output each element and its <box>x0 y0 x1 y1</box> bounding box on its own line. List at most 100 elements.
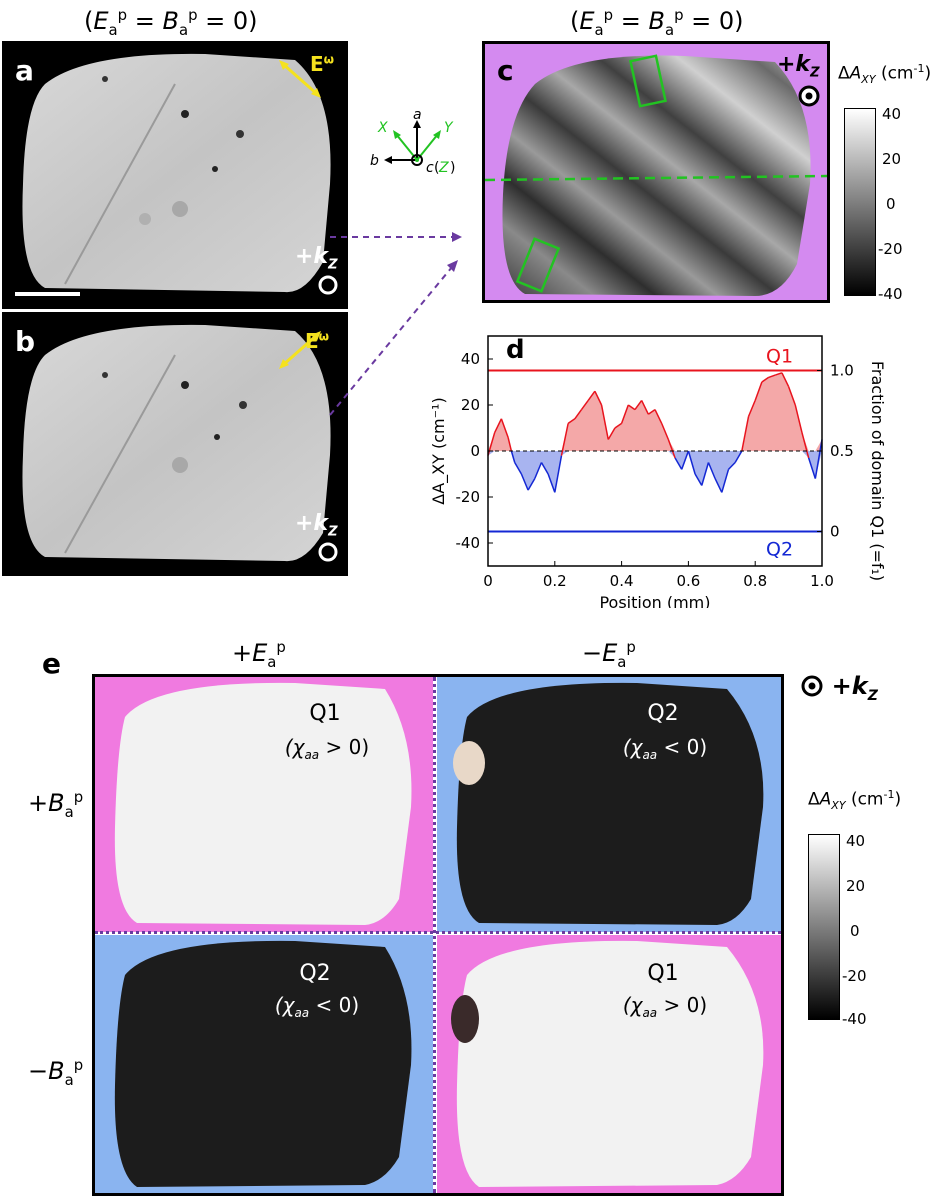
series-segment <box>567 418 576 425</box>
series-segment <box>654 409 663 424</box>
x-tick-label: 0 <box>483 572 493 590</box>
series-segment <box>580 399 589 411</box>
sample-q2 <box>453 682 764 925</box>
series-segment <box>674 457 683 470</box>
scale-bar <box>15 292 80 296</box>
series-segment <box>607 427 616 440</box>
panel-link-arrows <box>329 232 462 416</box>
axis-a-label: a <box>413 110 422 123</box>
negative-area-fill <box>488 451 822 493</box>
series-segment <box>600 404 609 440</box>
panel-c-image: c +kZ <box>482 41 830 303</box>
y-tick-label: -20 <box>456 488 481 506</box>
panel-letter: e <box>42 647 61 680</box>
panel-c-sample <box>485 54 827 296</box>
panel-e-kz-label: +kZ <box>800 672 878 704</box>
y2-tick-label: 0.5 <box>830 442 854 460</box>
axis-b-label: b <box>370 153 379 169</box>
panel-letter: a <box>15 54 34 87</box>
grid-cell-q2: Q2 (χaa < 0) <box>437 677 781 932</box>
series-segment <box>761 376 769 383</box>
condition-label-right: (Eap = Bap = 0) <box>570 6 744 39</box>
series-segment <box>554 455 563 493</box>
series-segment <box>694 473 703 486</box>
x-tick-label: 0.2 <box>543 572 567 590</box>
row-header-minus-b: −Bap <box>28 1056 84 1089</box>
series-segment <box>640 400 649 415</box>
colorbar-c-title: ΔAXY (cm-1) <box>838 62 932 87</box>
kz-label: +kZ <box>777 52 820 81</box>
colorbar-tick: -20 <box>878 240 903 258</box>
series-segment <box>754 381 763 401</box>
colorbar-tick: 40 <box>846 832 866 850</box>
panel-b-sample <box>22 324 331 562</box>
grid-cell-q1: Q1 (χaa > 0) <box>95 677 433 932</box>
series-segment <box>510 450 516 463</box>
panel-a-sample <box>22 53 331 293</box>
series-segment <box>594 390 603 406</box>
axis-z-label: Z <box>438 160 449 176</box>
series-segment <box>660 423 670 440</box>
kz-out-of-plane-icon <box>318 275 338 295</box>
series-segment <box>614 422 623 429</box>
series-segment <box>627 404 636 411</box>
y2-tick-label: 0 <box>830 523 840 541</box>
y-tick-label: -40 <box>456 534 481 552</box>
colorbar-e-title: ΔAXY (cm-1) <box>808 788 902 813</box>
series-segment <box>634 399 643 411</box>
svg-text:): ) <box>450 160 455 176</box>
series-segment <box>560 423 569 456</box>
series-segment <box>647 408 656 415</box>
panel-b-image: b Eω +kZ <box>2 312 348 576</box>
field-label: Eω <box>305 329 330 353</box>
sample-q1 <box>114 682 412 925</box>
condition-label-left: (Eap = Bap = 0) <box>84 6 258 39</box>
chi-label: (χaa < 0) <box>274 993 360 1020</box>
kz-label: +kZ <box>295 244 338 273</box>
colorbar-tick: 0 <box>886 195 896 213</box>
reference-label-q1: Q1 <box>766 346 793 368</box>
domain-label: Q1 <box>309 701 341 726</box>
domain-label: Q2 <box>647 701 679 726</box>
series-segment <box>807 457 817 479</box>
grid-divider-horizontal <box>95 931 781 934</box>
x-tick-label: 0.4 <box>610 572 634 590</box>
panel-letter: c <box>497 54 514 87</box>
grid-divider-vertical <box>433 677 436 1193</box>
field-label: Eω <box>310 52 335 76</box>
field-polarization-arrow-icon <box>279 331 321 369</box>
series-segment <box>814 439 823 479</box>
grid-cell-q2: Q2 (χaa < 0) <box>95 935 433 1193</box>
domain-label: Q1 <box>647 961 679 986</box>
colorbar-tick: 20 <box>882 150 902 168</box>
series-segment <box>781 372 790 387</box>
series-segment <box>507 437 513 452</box>
axis-y-label: Y <box>444 120 454 136</box>
panel-letter: d <box>506 335 525 365</box>
series-segment <box>747 400 756 417</box>
series-segment <box>574 409 583 420</box>
colorbar-tick: -40 <box>842 1010 867 1028</box>
panel-d-chart: Q1 Q2 0 0.2 0.4 0.6 0.8 1.0 40 20 0 -20 -40 1.0 0.5 0 Po… <box>429 335 887 608</box>
domain-label: Q2 <box>299 961 331 986</box>
colorbar-e <box>808 834 840 1020</box>
col-header-minus-e: −Eap <box>582 638 636 671</box>
panel-e-grid: Q1 (χaa > 0) Q2 (χaa < 0) Q2 (χaa < 0) Q… <box>92 674 784 1196</box>
series-segment <box>500 418 509 438</box>
series-segment <box>487 432 496 456</box>
axis-x-label: X <box>377 120 388 136</box>
y2-axis-label: Fraction of domain Q1 (=f₁) <box>868 361 887 581</box>
series-segment <box>794 404 803 433</box>
series-segment <box>494 418 503 433</box>
y-axis-label: ΔA_XY (cm⁻¹) <box>429 397 449 504</box>
kz-label: +kZ <box>295 511 338 540</box>
series-segment <box>721 469 730 493</box>
kz-out-of-plane-icon <box>801 675 823 697</box>
colorbar-c <box>844 108 876 296</box>
colorbar-tick: -40 <box>878 285 903 303</box>
x-tick-label: 0.8 <box>743 572 767 590</box>
sample-q1 <box>451 940 764 1187</box>
panel-letter: b <box>15 325 36 358</box>
svg-text:(: ( <box>434 160 439 176</box>
series-segment <box>587 390 596 401</box>
